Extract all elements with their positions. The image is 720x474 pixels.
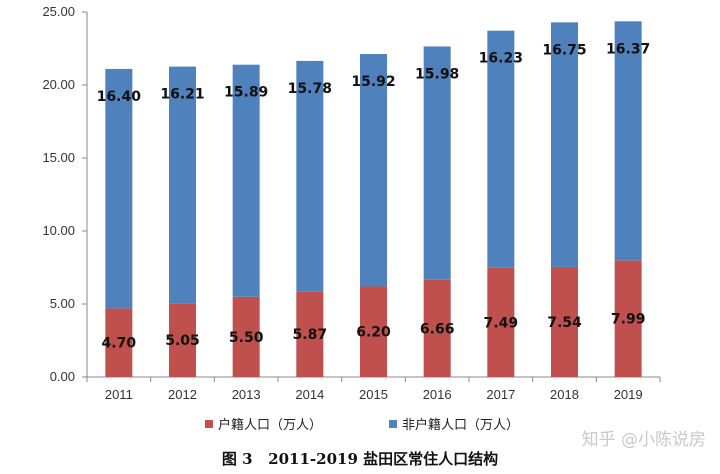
y-tick-label: 25.00 bbox=[42, 4, 75, 19]
legend-label-hukou: 户籍人口（万人） bbox=[218, 417, 322, 433]
data-label-hukou: 7.54 bbox=[547, 315, 582, 331]
bar-segment-non-hukou bbox=[232, 64, 260, 297]
legend-swatch-hukou bbox=[205, 420, 213, 428]
data-label-non-hukou: 16.37 bbox=[606, 41, 650, 57]
x-tick-label: 2013 bbox=[232, 387, 261, 402]
x-tick-label: 2015 bbox=[359, 387, 388, 402]
bar-segment-non-hukou bbox=[296, 60, 324, 292]
bar-segment-hukou bbox=[169, 303, 196, 377]
data-label-non-hukou: 16.40 bbox=[97, 89, 142, 105]
bar-segment-hukou bbox=[487, 267, 515, 377]
data-label-hukou: 7.49 bbox=[484, 315, 519, 331]
data-label-hukou: 5.05 bbox=[165, 333, 200, 349]
bar-segment-non-hukou bbox=[360, 54, 387, 287]
bar-segment-hukou bbox=[360, 286, 387, 377]
watermark-text: 知乎 @小陈说房 bbox=[582, 430, 706, 450]
legend-swatch-non-hukou bbox=[389, 420, 397, 428]
bar-segment-non-hukou bbox=[551, 22, 578, 267]
bar-segment-hukou bbox=[296, 291, 324, 377]
y-axis-ticks: 0.00 5.00 10.00 15.00 20.00 25.00 bbox=[42, 4, 87, 384]
y-tick-label: 10.00 bbox=[42, 223, 75, 238]
bar-segment-hukou bbox=[105, 308, 133, 377]
bar-segment-non-hukou bbox=[614, 21, 642, 261]
data-label-hukou: 7.99 bbox=[611, 312, 646, 328]
x-tick-label: 2014 bbox=[295, 387, 324, 402]
y-tick-label: 20.00 bbox=[42, 77, 75, 92]
y-tick-label: 15.00 bbox=[42, 150, 75, 165]
data-label-non-hukou: 16.21 bbox=[160, 87, 204, 103]
data-label-hukou: 5.50 bbox=[229, 330, 264, 346]
bar-segment-non-hukou bbox=[423, 46, 451, 280]
x-tick-label: 2012 bbox=[168, 387, 197, 402]
bar-segment-non-hukou bbox=[105, 68, 133, 309]
bar-segment-non-hukou bbox=[169, 66, 196, 304]
data-label-hukou: 4.70 bbox=[102, 336, 137, 352]
x-tick-label: 2011 bbox=[105, 387, 133, 402]
bar-segment-hukou bbox=[423, 279, 451, 377]
data-label-hukou: 6.66 bbox=[420, 321, 455, 337]
data-label-hukou: 5.87 bbox=[293, 327, 328, 343]
x-tick-label: 2018 bbox=[550, 387, 579, 402]
figure-caption: 图 3 2011-2019 盐田区常住人口结构 bbox=[222, 450, 498, 468]
legend: 户籍人口（万人） 非户籍人口（万人） bbox=[205, 417, 519, 433]
data-label-non-hukou: 16.75 bbox=[542, 42, 586, 58]
x-tick-label: 2017 bbox=[486, 387, 515, 402]
x-tick-label: 2016 bbox=[423, 387, 452, 402]
data-label-non-hukou: 15.92 bbox=[351, 74, 395, 90]
data-label-non-hukou: 15.78 bbox=[288, 81, 332, 97]
bar-segment-hukou bbox=[551, 266, 578, 377]
bar-segment-hukou bbox=[232, 296, 260, 377]
x-axis-ticks: 2011 2012 2013 2014 2015 2016 2017 2018 2019 bbox=[86, 377, 661, 402]
data-label-non-hukou: 15.98 bbox=[415, 66, 459, 82]
data-label-non-hukou: 16.23 bbox=[479, 51, 523, 67]
bars: 4.70 16.40 5.05 16.21 5.50 15.89 5.87 15.78 6.20… bbox=[97, 21, 650, 377]
data-label-hukou: 6.20 bbox=[356, 325, 391, 341]
bar-segment-non-hukou bbox=[487, 30, 515, 268]
y-tick-label: 0.00 bbox=[50, 369, 75, 384]
bar-segment-hukou bbox=[614, 260, 642, 377]
y-tick-label: 5.00 bbox=[50, 296, 75, 311]
data-label-non-hukou: 15.89 bbox=[224, 85, 268, 101]
x-tick-label: 2019 bbox=[614, 387, 643, 402]
legend-label-non-hukou: 非户籍人口（万人） bbox=[402, 417, 519, 433]
